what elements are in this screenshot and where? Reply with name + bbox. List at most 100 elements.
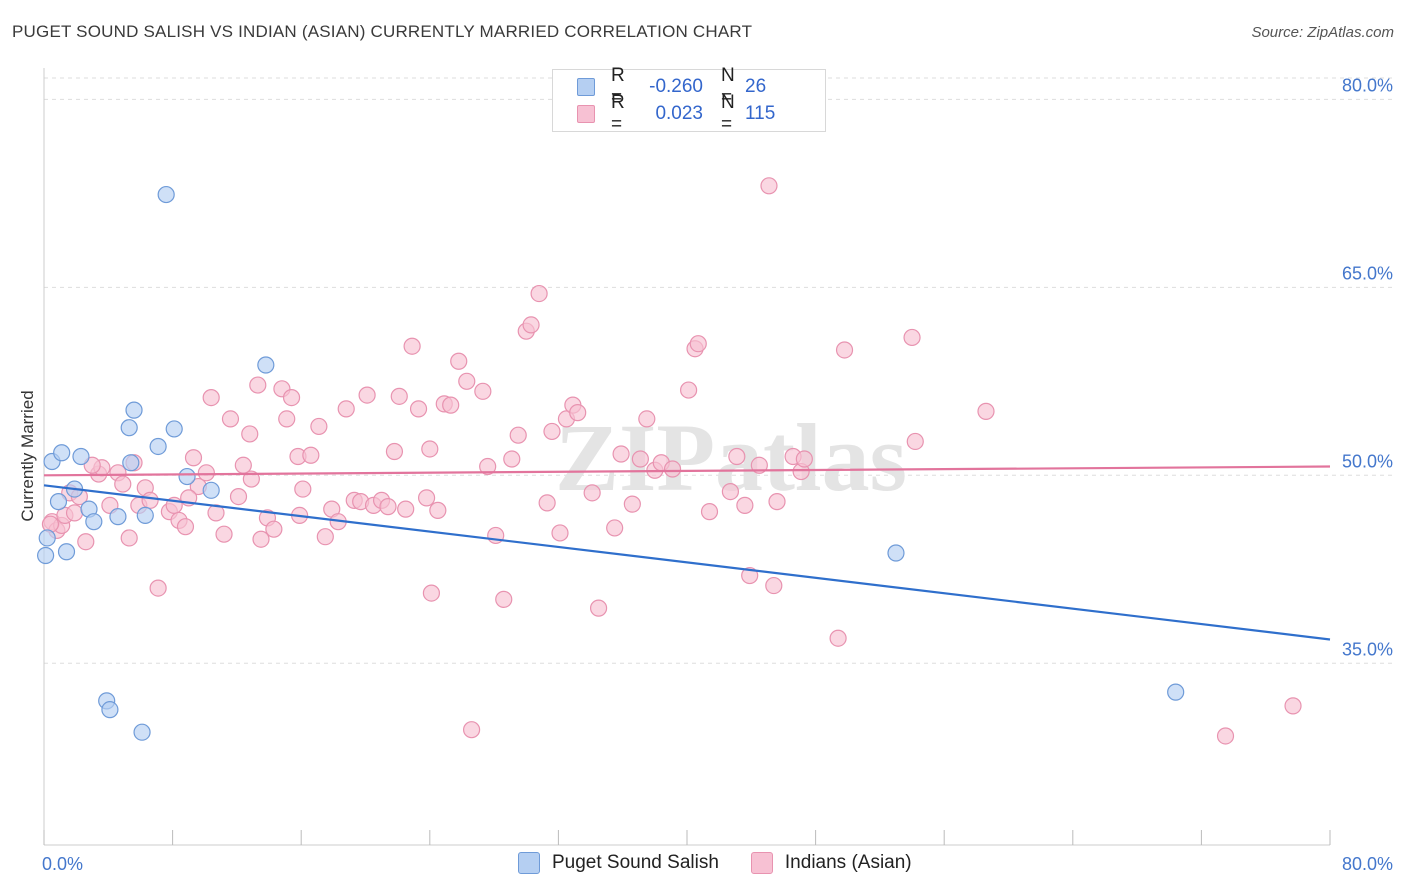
legend-r-label: R = [611, 65, 625, 108]
indians-point [77, 533, 95, 551]
indians-point [495, 590, 513, 608]
puget-point [202, 481, 220, 499]
indians-point [252, 530, 270, 548]
indians-point [479, 457, 497, 476]
puget-point [49, 493, 68, 511]
indians-point [903, 328, 921, 347]
indians-point [612, 445, 630, 463]
indians-point [397, 500, 415, 518]
indians-point [1216, 727, 1235, 745]
indians-point [906, 432, 924, 451]
indians-point [450, 352, 468, 370]
x-tick-label-min: 0.0% [42, 854, 83, 874]
puget-point [257, 356, 275, 374]
puget-point [133, 723, 151, 741]
indians-point [379, 498, 397, 516]
puget-point [120, 419, 138, 437]
indians-point [229, 488, 248, 506]
indians-point [316, 528, 334, 546]
indians-point [83, 456, 101, 474]
indians-legend-swatch [750, 852, 773, 874]
puget-point [1167, 683, 1185, 701]
puget-swatch [577, 78, 595, 96]
puget-point [887, 544, 905, 562]
indians-point [176, 518, 195, 536]
indians-point [65, 504, 84, 522]
indians-trend-line [43, 465, 1331, 477]
indians-point [114, 475, 132, 493]
x-tick-label-max: 80.0% [1342, 854, 1393, 874]
indians-point [184, 449, 203, 467]
indians-point [215, 525, 233, 543]
legend-n-value: 26 [745, 76, 767, 97]
puget-point [136, 506, 154, 525]
indians-point [721, 482, 740, 501]
indians-point [765, 576, 783, 595]
indians-point [409, 400, 428, 418]
indians-point [302, 446, 320, 464]
indians-point [589, 599, 608, 617]
indians-point [458, 372, 476, 390]
legend-item-puget[interactable]: Puget Sound Salish [518, 852, 719, 874]
indians-asian-points [41, 177, 1302, 745]
indians-point [680, 381, 698, 399]
legend-item-indians[interactable]: Indians (Asian) [750, 852, 912, 874]
indians-point [442, 396, 460, 414]
indians-point [474, 382, 492, 400]
puget-point [72, 447, 90, 466]
indians-point [583, 484, 601, 502]
y-tick-label: 50.0% [1342, 451, 1393, 471]
legend-n-label: N = [721, 65, 735, 108]
puget-point [165, 420, 183, 438]
legend-row-puget: R = -0.260 N = 26 [577, 65, 767, 108]
indians-point [503, 450, 521, 468]
series-legend: Puget Sound Salish Indians (Asian) [518, 852, 944, 874]
indians-point [278, 410, 296, 428]
indians-point [606, 519, 624, 537]
indians-point [421, 440, 439, 458]
legend-row-indians: R = 0.023 N = 115 [577, 92, 776, 135]
indians-point [422, 584, 441, 602]
indians-point [795, 450, 813, 468]
indians-point [768, 493, 786, 511]
indians-point [202, 388, 220, 407]
puget-point [109, 508, 127, 526]
x-tick-labels: 0.0% 80.0% [42, 830, 1393, 874]
puget-point [37, 546, 55, 565]
y-tick-label: 80.0% [1342, 75, 1393, 95]
puget-point [178, 467, 196, 486]
indians-point [551, 524, 569, 542]
legend-n-value: 115 [745, 103, 776, 124]
indians-point [750, 456, 768, 474]
legend-r-label: R = [611, 92, 625, 135]
indians-point [282, 388, 301, 407]
indians-point [149, 579, 167, 597]
indians-point [294, 480, 312, 498]
indians-point [120, 529, 138, 547]
puget-legend-swatch [518, 852, 540, 874]
puget-point [157, 185, 175, 204]
indians-point [569, 404, 587, 422]
indians-point [700, 503, 719, 521]
indians-point [638, 410, 656, 428]
legend-item-label: Puget Sound Salish [552, 852, 719, 873]
puget-point [85, 513, 103, 531]
indians-point [736, 496, 754, 514]
indians-point [835, 341, 854, 359]
grid-lines [44, 77, 1394, 664]
indians-point [977, 402, 995, 420]
puget-point [53, 444, 71, 462]
puget-point [38, 529, 56, 547]
puget-point [101, 701, 119, 719]
indians-point [538, 494, 556, 512]
indians-point [358, 386, 376, 404]
legend-item-label: Indians (Asian) [784, 852, 912, 873]
y-axis-title: Currently Married [18, 390, 37, 521]
indians-point [530, 284, 548, 303]
puget-trend-line [43, 484, 1331, 641]
puget-point [125, 401, 143, 419]
source-label: Source: ZipAtlas.com [1251, 24, 1394, 41]
indians-point [689, 335, 707, 353]
y-tick-label: 65.0% [1342, 263, 1393, 283]
correlation-legend: R = -0.260 N = 26 R = 0.023 N = 115 [552, 65, 826, 135]
